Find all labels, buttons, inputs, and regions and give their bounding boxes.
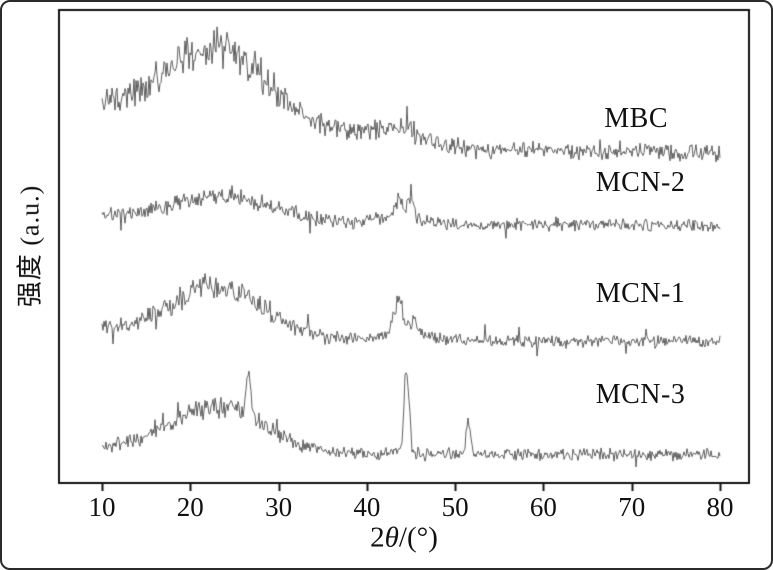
series-label-mcn-3: MCN-3: [595, 379, 686, 411]
x-tick-label-40: 40: [353, 492, 381, 522]
x-tick-label-70: 70: [618, 492, 646, 522]
x-tick-label-80: 80: [706, 492, 734, 522]
x-axis-label-unit: /(°): [398, 521, 438, 554]
series-label-mcn-1: MCN-1: [595, 277, 686, 309]
x-tick-label-30: 30: [265, 492, 293, 522]
x-axis-label-prefix: 2: [370, 521, 385, 554]
x-axis-label: 2θ/(°): [370, 522, 438, 555]
y-axis-label: 强度 (a.u.): [15, 184, 45, 308]
x-tick-label-10: 10: [88, 492, 116, 522]
x-tick-label-60: 60: [529, 492, 557, 522]
x-axis-label-theta: θ: [384, 521, 399, 554]
series-label-mbc: MBC: [604, 102, 668, 134]
x-tick-label-20: 20: [176, 492, 204, 522]
x-tick-label-50: 50: [441, 492, 469, 522]
series-label-mcn-2: MCN-2: [595, 166, 686, 198]
